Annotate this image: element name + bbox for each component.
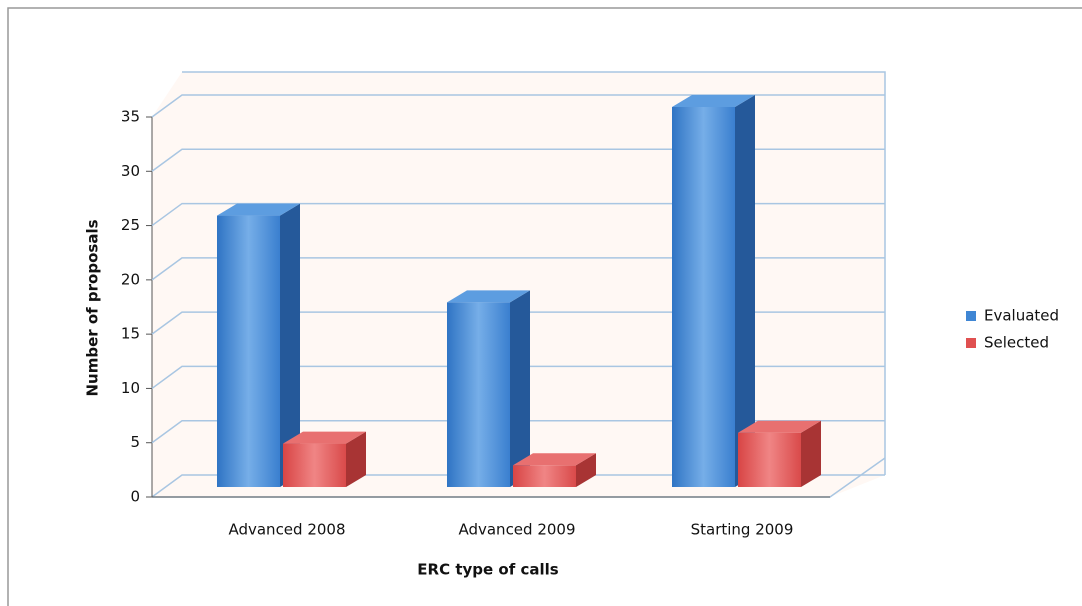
grid-line	[151, 419, 885, 444]
bar	[283, 443, 346, 487]
bar-top	[738, 420, 821, 433]
bar-side	[735, 95, 755, 487]
x-tick-label: Starting 2009	[691, 521, 794, 539]
bar-top	[672, 95, 755, 107]
y-tick-label: 10	[121, 379, 140, 397]
y-tick-label: 15	[121, 325, 140, 343]
bar	[738, 432, 801, 487]
x-axis-title: ERC type of calls	[417, 561, 558, 579]
bar-side	[280, 203, 300, 488]
frame	[7, 7, 1082, 606]
y-tick-label: 20	[121, 270, 140, 288]
y-tick-label: 30	[121, 162, 140, 180]
grid-line	[151, 365, 885, 390]
bar	[217, 215, 280, 488]
legend-swatch	[966, 338, 976, 348]
grid-line	[151, 202, 885, 227]
bar-top	[513, 453, 596, 466]
grid-line	[151, 94, 885, 118]
bar-side	[510, 290, 530, 487]
bar-side	[801, 420, 821, 487]
y-tick-label: 35	[121, 108, 140, 126]
y-axis-title: Number of proposals	[84, 219, 102, 396]
bar-top	[283, 431, 366, 444]
legend-label: Evaluated	[984, 307, 1059, 325]
bar-side	[346, 431, 366, 487]
bar	[447, 302, 510, 487]
legend-swatch	[966, 311, 976, 321]
grid-line	[151, 148, 885, 172]
x-tick-label: Advanced 2008	[228, 521, 345, 539]
grid-line	[151, 257, 885, 281]
bar-top	[217, 203, 300, 216]
bar-side	[576, 453, 596, 487]
wall-edge	[182, 71, 886, 475]
y-tick-label: 25	[121, 216, 140, 234]
bar	[513, 465, 576, 487]
y-tick-label: 5	[130, 433, 140, 451]
x-tick-label: Advanced 2009	[458, 521, 575, 539]
bar	[672, 107, 735, 487]
bar-top	[447, 290, 530, 303]
floor-back	[151, 474, 885, 498]
legend-label: Selected	[984, 334, 1049, 352]
y-tick-label: 0	[130, 488, 140, 506]
grid-line	[151, 311, 885, 335]
